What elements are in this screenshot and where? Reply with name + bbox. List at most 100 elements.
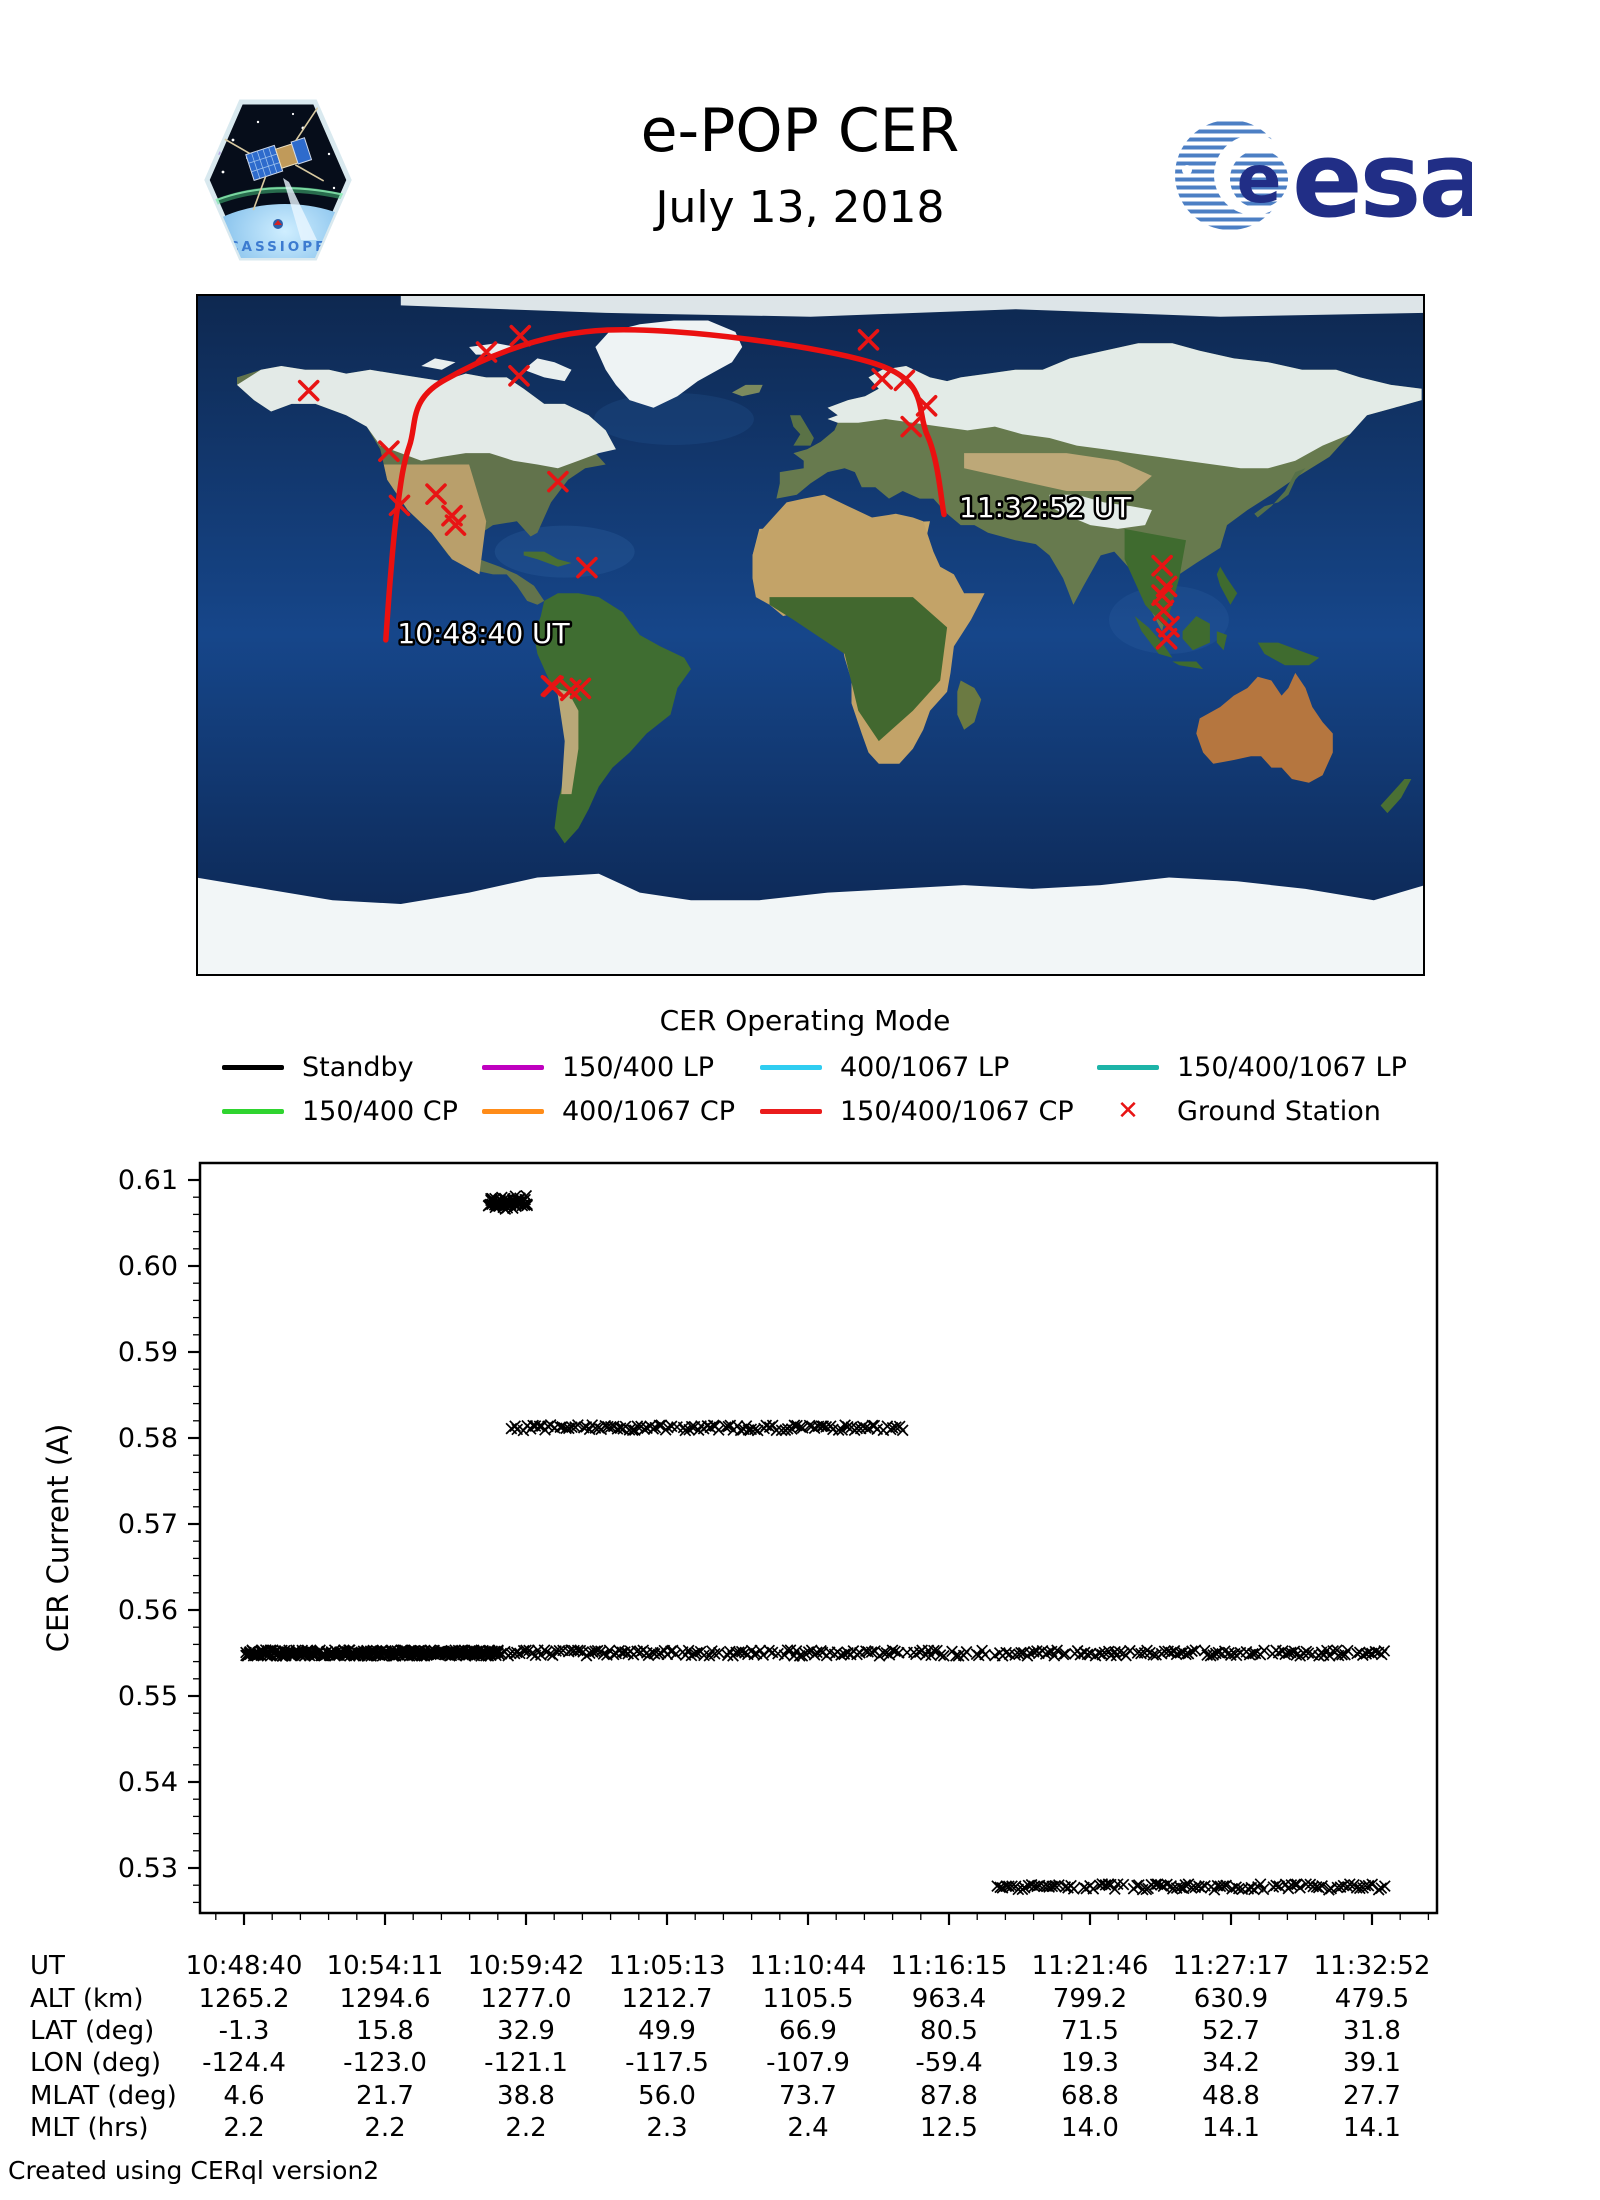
table-cell: 15.8 — [356, 2016, 414, 2046]
cassiope-mission-patch-icon: CASSIOPE — [204, 99, 352, 261]
landmass-sulawesi — [1216, 631, 1227, 651]
table-cell: 12.5 — [920, 2113, 978, 2143]
legend-title: CER Operating Mode — [659, 1004, 951, 1037]
table-cell: 1212.7 — [621, 1984, 713, 2014]
ground-station-markers — [297, 324, 1180, 702]
table-cell: 10:48:40 — [185, 1951, 303, 1981]
table-cell: 56.0 — [638, 2081, 696, 2111]
legend-label: Ground Station — [1177, 1095, 1381, 1127]
landmass-australia — [1196, 672, 1333, 783]
table-cell: 11:27:17 — [1172, 1951, 1290, 1981]
y-axis-label: CER Current (A) — [41, 1424, 75, 1653]
patch-label: CASSIOPE — [229, 239, 328, 255]
legend-line-swatch — [222, 1064, 284, 1070]
landmass-iceland — [732, 384, 763, 397]
table-cell: -117.5 — [625, 2048, 709, 2078]
y-tick-label: 0.59 — [118, 1337, 178, 1368]
table-cell: -121.1 — [484, 2048, 568, 2078]
landmass-arctic-island-baffin — [523, 358, 572, 382]
table-cell: 630.9 — [1193, 1984, 1269, 2014]
snow-arctic-cap — [400, 294, 1425, 317]
legend-item-150-400-lp: 150/400 LP — [482, 1050, 714, 1084]
landmass-cuba-hispaniola — [523, 551, 572, 567]
legend-item-150-400-1067-lp: 150/400/1067 LP — [1097, 1050, 1407, 1084]
table-cell: 68.8 — [1061, 2081, 1119, 2111]
legend-item-150-400-cp: 150/400 CP — [222, 1094, 458, 1128]
legend-item-150-400-1067-cp: 150/400/1067 CP — [760, 1094, 1074, 1128]
snow-siberia — [827, 343, 1422, 469]
table-cell: 1294.6 — [339, 1984, 431, 2014]
landmass-japan — [1254, 468, 1306, 518]
table-cell: 31.8 — [1343, 2016, 1401, 2046]
landmass-central-asia-desert — [964, 453, 1152, 491]
table-row-label-mlat-deg-: MLAT (deg) — [30, 2081, 177, 2111]
table-cell: 11:32:52 — [1313, 1951, 1431, 1981]
table-cell: 66.9 — [779, 2016, 837, 2046]
table-cell: 2.2 — [223, 2113, 265, 2143]
table-cell: 10:54:11 — [326, 1951, 444, 1981]
table-cell: 2.2 — [364, 2113, 406, 2143]
table-row-label-alt-km-: ALT (km) — [30, 1984, 144, 2014]
landmass-philippines — [1216, 566, 1238, 605]
landmass-borneo — [1182, 616, 1210, 651]
y-tick-label: 0.56 — [118, 1595, 178, 1626]
table-cell: -107.9 — [766, 2048, 850, 2078]
scatter-current-band-0.528 — [991, 1878, 1391, 1896]
footer-credit: Created using CERql version2 — [8, 2156, 380, 2185]
y-tick-label: 0.54 — [118, 1767, 178, 1798]
table-cell: 11:10:44 — [749, 1951, 867, 1981]
legend-label: Standby — [302, 1051, 414, 1083]
legend-item-400-1067-lp: 400/1067 LP — [760, 1050, 1009, 1084]
map-frame — [196, 294, 1425, 976]
table-cell: 4.6 — [223, 2081, 265, 2111]
table-cell: 1265.2 — [198, 1984, 290, 2014]
page-title: e-POP CER — [640, 96, 960, 166]
legend-label: 150/400/1067 CP — [840, 1095, 1074, 1127]
table-cell: 2.4 — [787, 2113, 829, 2143]
table-cell: 1105.5 — [762, 1984, 854, 2014]
table-cell: 39.1 — [1343, 2048, 1401, 2078]
legend-line-swatch — [222, 1108, 284, 1114]
map-annotation-1: 10:48:40 UT — [397, 617, 570, 650]
table-cell: 21.7 — [356, 2081, 414, 2111]
table-cell: 2.2 — [505, 2113, 547, 2143]
ground-station-x-icon: ✕ — [1117, 1096, 1139, 1126]
radio-beam — [283, 178, 317, 240]
table-cell: -1.3 — [218, 2016, 270, 2046]
legend-label: 400/1067 CP — [562, 1095, 736, 1127]
snow-north-america — [237, 366, 616, 469]
landmass-andes — [554, 688, 579, 795]
landmass-na-southwest-desert — [383, 464, 487, 575]
landmass-antarctica — [196, 873, 1425, 976]
table-cell: 73.7 — [779, 2081, 837, 2111]
y-tick-label: 0.57 — [118, 1509, 178, 1540]
satellite — [212, 103, 325, 211]
table-cell: 14.0 — [1061, 2113, 1119, 2143]
map-annotation-2: 11:32:52 UT — [959, 491, 1132, 524]
table-row-label-ut: UT — [30, 1951, 65, 1981]
table-cell: 963.4 — [911, 1984, 987, 2014]
scatter-current-band-0.555 — [240, 1644, 1391, 1662]
y-tick-label: 0.61 — [118, 1165, 178, 1196]
legend-line-swatch — [760, 1108, 822, 1114]
legend-line-swatch — [1097, 1064, 1159, 1070]
table-cell: 80.5 — [920, 2016, 978, 2046]
table-cell: -124.4 — [202, 2048, 286, 2078]
aurora-arc — [207, 186, 349, 209]
legend-label: 150/400 CP — [302, 1095, 458, 1127]
landmass-madagascar — [957, 680, 982, 730]
legend-label: 150/400/1067 LP — [1177, 1051, 1407, 1083]
table-cell: 10:59:42 — [467, 1951, 585, 1981]
table-cell: 11:21:46 — [1031, 1951, 1149, 1981]
table-cell: 799.2 — [1052, 1984, 1128, 2014]
y-tick-label: 0.55 — [118, 1681, 178, 1712]
landmass-new-guinea — [1257, 642, 1320, 666]
y-tick-label: 0.60 — [118, 1251, 178, 1282]
chart-frame — [198, 1161, 1439, 1915]
landmass-uk — [790, 415, 814, 446]
table-cell: 34.2 — [1202, 2048, 1260, 2078]
table-cell: 11:16:15 — [890, 1951, 1008, 1981]
esa-wordmark: esa — [1292, 119, 1472, 240]
table-cell: 14.1 — [1343, 2113, 1401, 2143]
